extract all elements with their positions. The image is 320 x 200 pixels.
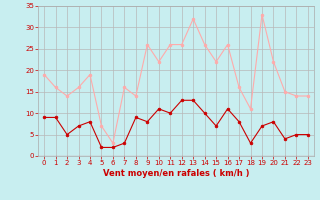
X-axis label: Vent moyen/en rafales ( km/h ): Vent moyen/en rafales ( km/h ): [103, 169, 249, 178]
